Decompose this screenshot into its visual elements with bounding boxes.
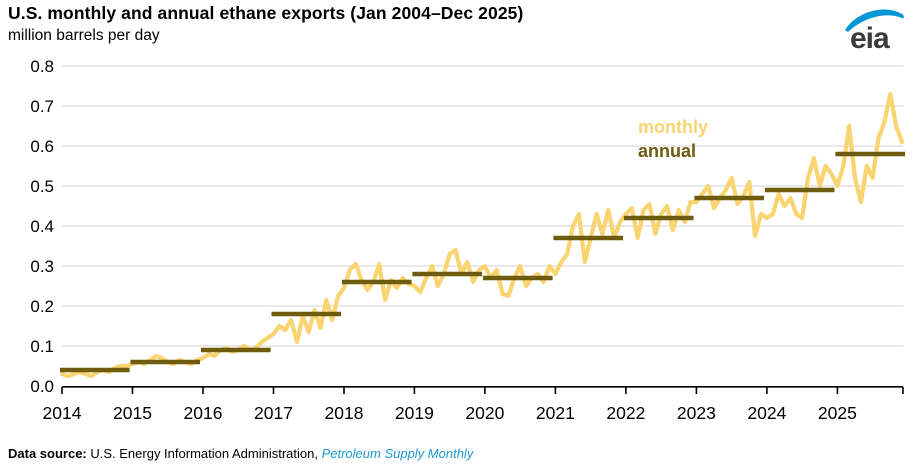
y-tick-label: 0.8 bbox=[30, 57, 54, 76]
x-tick-label: 2015 bbox=[113, 403, 152, 423]
data-source-label: Data source: bbox=[8, 446, 87, 461]
y-tick-label: 0.2 bbox=[30, 297, 54, 316]
y-tick-label: 0.7 bbox=[30, 97, 54, 116]
eia-logo-text: eia bbox=[850, 22, 890, 53]
x-tick-label: 2025 bbox=[818, 403, 857, 423]
x-tick-label: 2014 bbox=[43, 403, 82, 423]
eia-logo: eia bbox=[843, 5, 907, 55]
page-title: U.S. monthly and annual ethane exports (… bbox=[8, 3, 524, 23]
x-tick-label: 2021 bbox=[536, 403, 575, 423]
x-tick-label: 2024 bbox=[747, 403, 786, 423]
y-tick-label: 0.0 bbox=[30, 377, 54, 396]
chart-units-subtitle: million barrels per day bbox=[8, 27, 160, 44]
y-tick-label: 0.4 bbox=[30, 217, 54, 236]
x-tick-label: 2019 bbox=[395, 403, 434, 423]
x-tick-label: 2020 bbox=[465, 403, 504, 423]
y-tick-label: 0.1 bbox=[30, 337, 54, 356]
data-source-org: U.S. Energy Information Administration, bbox=[86, 446, 322, 461]
data-source-note: Data source: U.S. Energy Information Adm… bbox=[8, 446, 473, 461]
data-source-publication-link[interactable]: Petroleum Supply Monthly bbox=[321, 446, 474, 461]
chart-canvas: 0.0 0.1 0.2 0.3 0.4 0.5 0.6 0.7 0.8 2014 2015 2016 2… bbox=[30, 57, 905, 423]
legend-annual-label: annual bbox=[638, 141, 697, 161]
legend-monthly-label: monthly bbox=[638, 117, 708, 137]
x-tick-label: 2016 bbox=[184, 403, 223, 423]
y-tick-label: 0.6 bbox=[30, 137, 54, 156]
x-tick-label: 2023 bbox=[677, 403, 716, 423]
eia-swoosh-icon bbox=[845, 9, 904, 32]
x-tick-label: 2022 bbox=[606, 403, 645, 423]
x-tick-label: 2018 bbox=[325, 403, 364, 423]
x-tick-label: 2017 bbox=[254, 403, 293, 423]
y-tick-label: 0.3 bbox=[30, 257, 54, 276]
monthly-series-line bbox=[59, 91, 905, 379]
y-tick-label: 0.5 bbox=[30, 177, 54, 196]
